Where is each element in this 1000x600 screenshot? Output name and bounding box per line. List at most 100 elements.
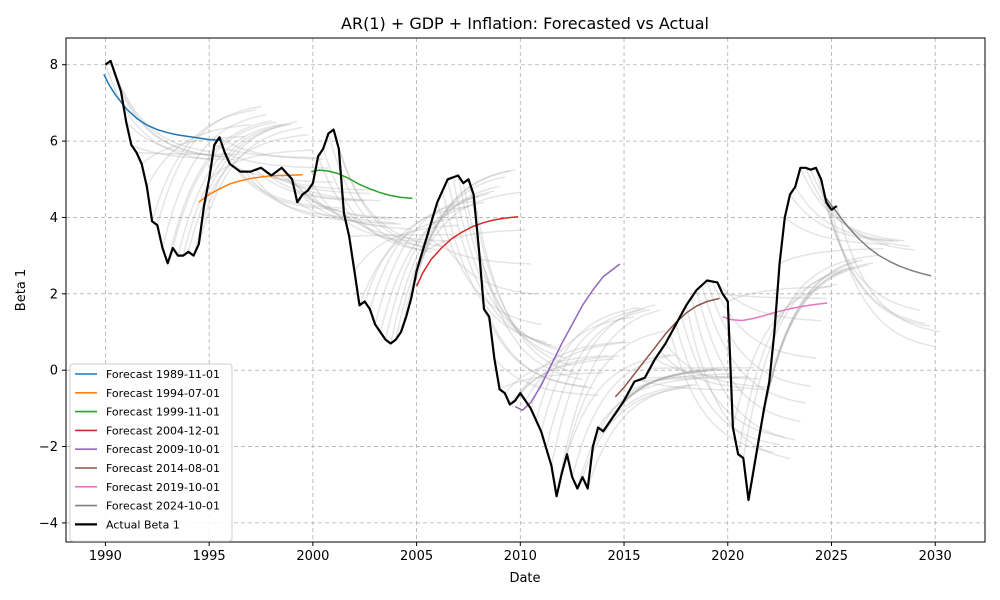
y-tick-label: 2 [50,287,58,302]
background-forecast-line [415,191,521,272]
y-tick-label: 6 [50,135,58,150]
legend-label: Forecast 2019-10-01 [106,481,220,494]
background-forecast-line [478,247,583,381]
background-forecast-line [586,384,692,489]
background-forecast-line [701,284,806,404]
ticks: 1990 1995 2000 2005 2010 2015 2020 2025 2030 −4 −2… [39,58,952,564]
background-forecast-line [349,233,453,238]
background-forecast-line [514,355,619,402]
background-forecast-line [395,185,500,340]
x-tick-label: 2030 [919,549,952,564]
background-forecast-line [441,190,547,343]
x-tick-label: 2005 [400,549,433,564]
background-forecast-line [421,229,526,255]
background-forecast-line [779,247,884,264]
background-forecast-line [239,171,345,209]
background-forecast-line [499,372,604,390]
background-forecast-line [166,120,272,264]
background-forecast-line [446,179,552,347]
background-forecast-line [322,148,428,252]
background-forecast-line [307,190,412,230]
background-forecast-line [115,75,220,158]
background-forecast-line [815,167,920,311]
background-forecast-line [156,105,262,226]
background-forecast-line [555,309,661,497]
series-layer [103,59,932,502]
background-forecast-line [732,283,837,428]
background-forecast-line [493,358,599,396]
background-forecast-line [302,193,407,220]
forecast-series-line [825,197,932,277]
background-forecast-line [607,369,713,425]
forecast-series-line [415,215,519,287]
background-forecast-line [260,167,365,202]
background-forecast-line [249,171,355,222]
background-forecast-line [172,121,277,249]
background-forecast-line [519,341,625,394]
legend-label: Forecast 2024-10-01 [106,500,220,513]
plot-frame [65,37,986,543]
background-forecast-line [758,259,863,440]
background-forecast-line [763,264,868,409]
forecast-series-line [198,173,303,203]
background-forecast-line [794,186,899,242]
forecast-series-line [103,73,220,142]
background-forecast-line [379,201,485,333]
background-forecast-line [722,293,827,300]
background-forecast-line [161,114,267,249]
background-forecast-line [529,316,635,409]
background-forecast-line [784,216,889,246]
background-forecast-line [695,289,801,423]
legend: Forecast 1989-11-01 Forecast 1994-07-01 Fo… [69,363,233,542]
background-forecast-line [752,259,858,470]
x-tick-label: 2000 [296,549,329,564]
background-forecast-line [343,213,448,242]
background-forecast-line [281,167,386,227]
background-forecast-line [312,182,417,243]
forecast-series-line [614,297,720,398]
background-forecast-line [208,149,313,180]
background-forecast-line [109,60,215,153]
background-forecast-line [389,190,495,344]
background-forecast-line [219,136,324,160]
background-forecast-line [742,267,848,459]
background-forecast-line [545,308,651,449]
legend-label: Forecast 1989-11-01 [106,368,220,381]
background-forecast-line [131,144,236,161]
background-forecast-line [649,367,754,370]
background-forecast-line [613,367,718,417]
background-forecast-line [835,205,941,333]
y-tick-label: −2 [39,440,58,455]
actual-series-line [104,59,838,502]
background-forecast-line [452,177,557,348]
x-tick-label: 2015 [607,549,640,564]
y-tick-label: 4 [50,211,58,226]
background-forecast-line [457,175,562,352]
x-tick-label: 2020 [711,549,744,564]
background-forecast-line [317,156,422,247]
background-forecast-line [825,202,931,328]
background-forecast-line [271,174,376,191]
background-forecast-line [706,280,811,388]
background-forecast-line [561,330,666,474]
background-forecast-line [639,378,744,391]
background-forecast-line [198,126,303,245]
background-forecast-line [203,134,308,207]
background-forecast-line [804,167,910,248]
background-forecast-line [431,219,536,295]
background-forecast-line [509,358,614,405]
legend-label: Forecast 1999-11-01 [106,406,220,419]
legend-label: Forecast 2014-08-01 [106,462,220,475]
background-forecast-line [789,194,894,242]
legend-label: Actual Beta 1 [106,518,180,531]
background-forecast-line [664,343,770,389]
background-forecast-line [244,171,350,219]
background-forecast-line [177,123,282,256]
background-forecast-line [550,304,656,466]
background-forecast-line [830,209,936,348]
background-forecast-line [820,179,925,325]
background-forecast-line [799,167,905,242]
background-forecast-line [265,170,370,195]
background-forecast-line [773,254,879,333]
